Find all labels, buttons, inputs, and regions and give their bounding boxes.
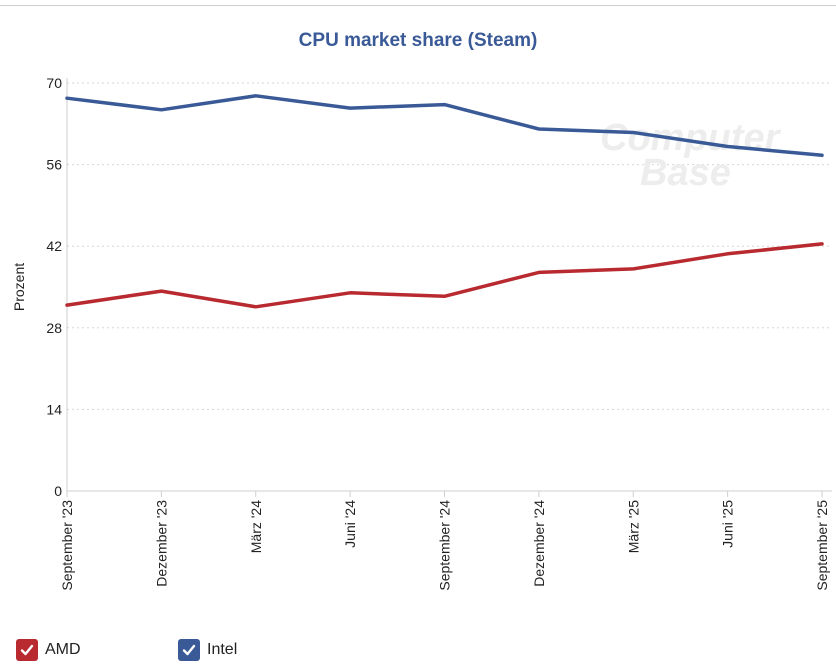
y-tick-label: 70 bbox=[46, 75, 62, 91]
checkbox-checked-icon[interactable] bbox=[178, 639, 200, 661]
x-tick-label: Juni '24 bbox=[342, 500, 358, 548]
y-tick-label: 56 bbox=[46, 157, 62, 173]
y-tick-label: 0 bbox=[54, 483, 62, 499]
legend-item-amd[interactable]: AMD bbox=[16, 637, 81, 663]
y-tick-label: 14 bbox=[46, 401, 62, 417]
checkbox-checked-icon[interactable] bbox=[16, 639, 38, 661]
chart-title: CPU market share (Steam) bbox=[298, 30, 538, 51]
watermark-logo: Computer bbox=[600, 117, 782, 159]
legend-item-intel[interactable]: Intel bbox=[178, 637, 237, 663]
x-tick-label: März '24 bbox=[248, 500, 264, 553]
legend-label: AMD bbox=[45, 641, 81, 658]
x-tick-label: Dezember '24 bbox=[531, 500, 547, 587]
top-divider bbox=[0, 5, 836, 6]
x-tick-label: September '24 bbox=[437, 500, 453, 591]
series-line-amd bbox=[65, 242, 824, 309]
y-axis-label: Prozent bbox=[11, 263, 27, 311]
series-line-intel bbox=[65, 94, 824, 158]
x-tick-label: März '25 bbox=[625, 500, 641, 553]
x-tick-label: Juni '25 bbox=[720, 500, 736, 548]
legend-label: Intel bbox=[207, 641, 238, 658]
x-tick-label: Dezember '23 bbox=[153, 500, 169, 587]
x-tick-label: September '25 bbox=[814, 500, 830, 591]
watermark-logo: Base bbox=[640, 152, 731, 194]
y-tick-label: 42 bbox=[46, 238, 62, 254]
y-tick-label: 28 bbox=[46, 320, 62, 336]
x-tick-label: September '23 bbox=[59, 500, 75, 591]
